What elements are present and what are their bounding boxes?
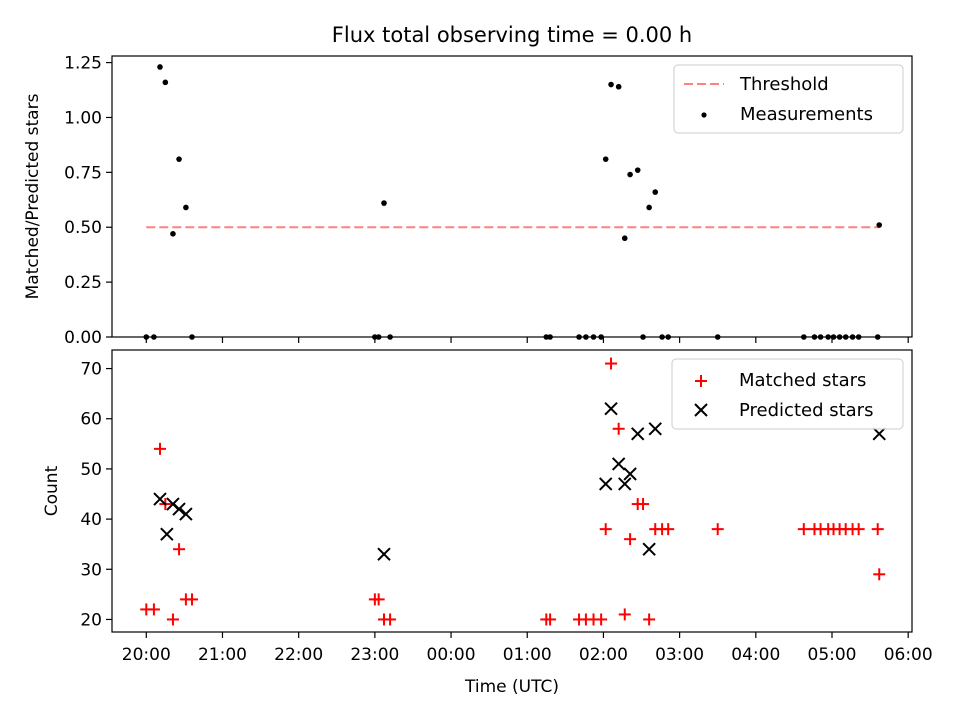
matched-star-marker: [154, 442, 166, 455]
bottom-markers: [140, 357, 886, 626]
matched-star-marker: [595, 613, 608, 626]
top-legend: Threshold Measurements: [673, 64, 904, 134]
legend-measurements-swatch: [701, 112, 707, 118]
matched-star-marker: [662, 523, 675, 536]
bottom-x-tick-label: 01:00: [503, 645, 552, 665]
bottom-y-tick-label: 40: [80, 510, 102, 530]
measurement-point: [608, 81, 614, 88]
measurement-point: [652, 189, 659, 195]
legend-matched-label: Matched stars: [739, 370, 866, 391]
measurement-point: [381, 200, 387, 206]
bottom-x-tick-label: 00:00: [427, 645, 476, 665]
bottom-plot: 20 30 40 50 60 70 20:00 21:00 22:00 23:00 00:00 01…: [42, 349, 933, 697]
bottom-y-tick-label: 60: [80, 410, 102, 430]
matched-star-marker: [599, 523, 612, 536]
matched-star-marker: [873, 568, 886, 581]
top-y-tick-label: 0.25: [64, 273, 102, 293]
matched-star-marker: [711, 523, 724, 536]
top-y-axis: 0.00 0.25 0.50 0.75 1.00 1.25: [64, 54, 112, 348]
predicted-star-marker: [377, 547, 391, 561]
matched-star-marker: [173, 543, 186, 556]
bottom-x-tick-label: 22:00: [274, 645, 323, 665]
measurement-point: [602, 156, 609, 162]
matched-star-marker: [605, 357, 618, 370]
matched-star-marker: [384, 613, 397, 626]
predicted-star-marker: [153, 492, 167, 506]
top-legend-box: [673, 64, 904, 134]
bottom-x-tick-label: 04:00: [731, 645, 780, 665]
measurement-point: [627, 171, 633, 178]
legend-threshold-label: Threshold: [739, 74, 829, 95]
predicted-star-marker: [604, 402, 618, 416]
measurement-point: [176, 156, 182, 162]
matched-star-marker: [612, 422, 625, 435]
bottom-y-axis: 20 30 40 50 60 70: [80, 360, 112, 630]
matched-star-marker: [643, 613, 656, 626]
bottom-legend-box: [671, 358, 904, 430]
bottom-legend: Matched stars Predicted stars: [671, 358, 904, 430]
measurement-point: [634, 167, 641, 173]
bottom-x-axis-label: Time (UTC): [464, 677, 559, 697]
predicted-star-marker: [642, 542, 656, 556]
bottom-y-tick-label: 20: [80, 610, 102, 630]
measurement-point: [876, 222, 883, 228]
top-plot: 0.00 0.25 0.50 0.75 1.00 1.25 Matched/Predict…: [23, 54, 913, 348]
predicted-star-marker: [623, 467, 637, 481]
top-x-ticks: [145, 337, 909, 343]
predicted-star-marker: [618, 477, 632, 491]
top-y-tick-label: 0.00: [64, 328, 102, 348]
top-y-tick-label: 0.50: [64, 218, 102, 238]
legend-predicted-swatch: [694, 403, 708, 417]
bottom-y-axis-label: Count: [42, 465, 62, 516]
bottom-y-tick-label: 50: [80, 460, 102, 480]
bottom-x-tick-label: 02:00: [579, 645, 628, 665]
measurement-point: [170, 231, 176, 237]
top-y-tick-label: 1.25: [64, 54, 102, 74]
matched-star-marker: [186, 593, 198, 606]
predicted-star-marker: [872, 427, 886, 441]
matched-star-marker: [372, 593, 385, 606]
measurement-point: [183, 204, 189, 211]
predicted-star-marker: [172, 502, 186, 516]
measurement-point: [615, 83, 622, 90]
matched-star-marker: [797, 523, 810, 536]
predicted-star-marker: [631, 427, 645, 441]
matched-star-marker: [147, 603, 160, 616]
bottom-x-tick-label: 21:00: [198, 645, 247, 665]
matched-star-marker: [166, 613, 179, 626]
matched-star-marker: [618, 608, 631, 621]
matched-star-marker: [544, 613, 557, 626]
bottom-y-tick-label: 70: [80, 360, 102, 380]
chart-title: Flux total observing time = 0.00 h: [332, 23, 692, 47]
measurement-point: [157, 64, 163, 70]
bottom-y-tick-label: 30: [80, 560, 102, 580]
bottom-x-tick-label: 05:00: [808, 645, 857, 665]
bottom-x-axis: 20:00 21:00 22:00 23:00 00:00 01:00 02:00 03:00…: [122, 632, 933, 665]
matched-star-marker: [852, 523, 865, 536]
matched-star-marker: [637, 498, 650, 511]
predicted-star-marker: [648, 422, 662, 436]
legend-matched-swatch: [695, 375, 707, 387]
legend-measurements-label: Measurements: [740, 104, 873, 125]
bottom-x-tick-label: 20:00: [122, 645, 171, 665]
matched-star-marker: [871, 523, 884, 536]
measurement-point: [621, 235, 628, 242]
bottom-x-tick-label: 06:00: [884, 645, 933, 665]
bottom-x-tick-label: 03:00: [655, 645, 704, 665]
predicted-star-marker: [611, 457, 626, 471]
bottom-plot-frame: [111, 349, 913, 633]
legend-predicted-label: Predicted stars: [739, 400, 873, 421]
top-y-axis-label: Matched/Predicted stars: [23, 93, 43, 299]
predicted-star-marker: [179, 507, 193, 521]
matched-star-marker: [624, 533, 637, 546]
measurement-point: [646, 204, 652, 211]
measurement-point: [162, 79, 169, 86]
top-y-tick-label: 1.00: [64, 108, 102, 128]
top-plot-frame: [111, 55, 913, 338]
top-y-tick-label: 0.75: [64, 163, 102, 183]
predicted-star-marker: [160, 527, 174, 541]
bottom-x-tick-label: 23:00: [350, 645, 399, 665]
predicted-star-marker: [599, 477, 613, 491]
